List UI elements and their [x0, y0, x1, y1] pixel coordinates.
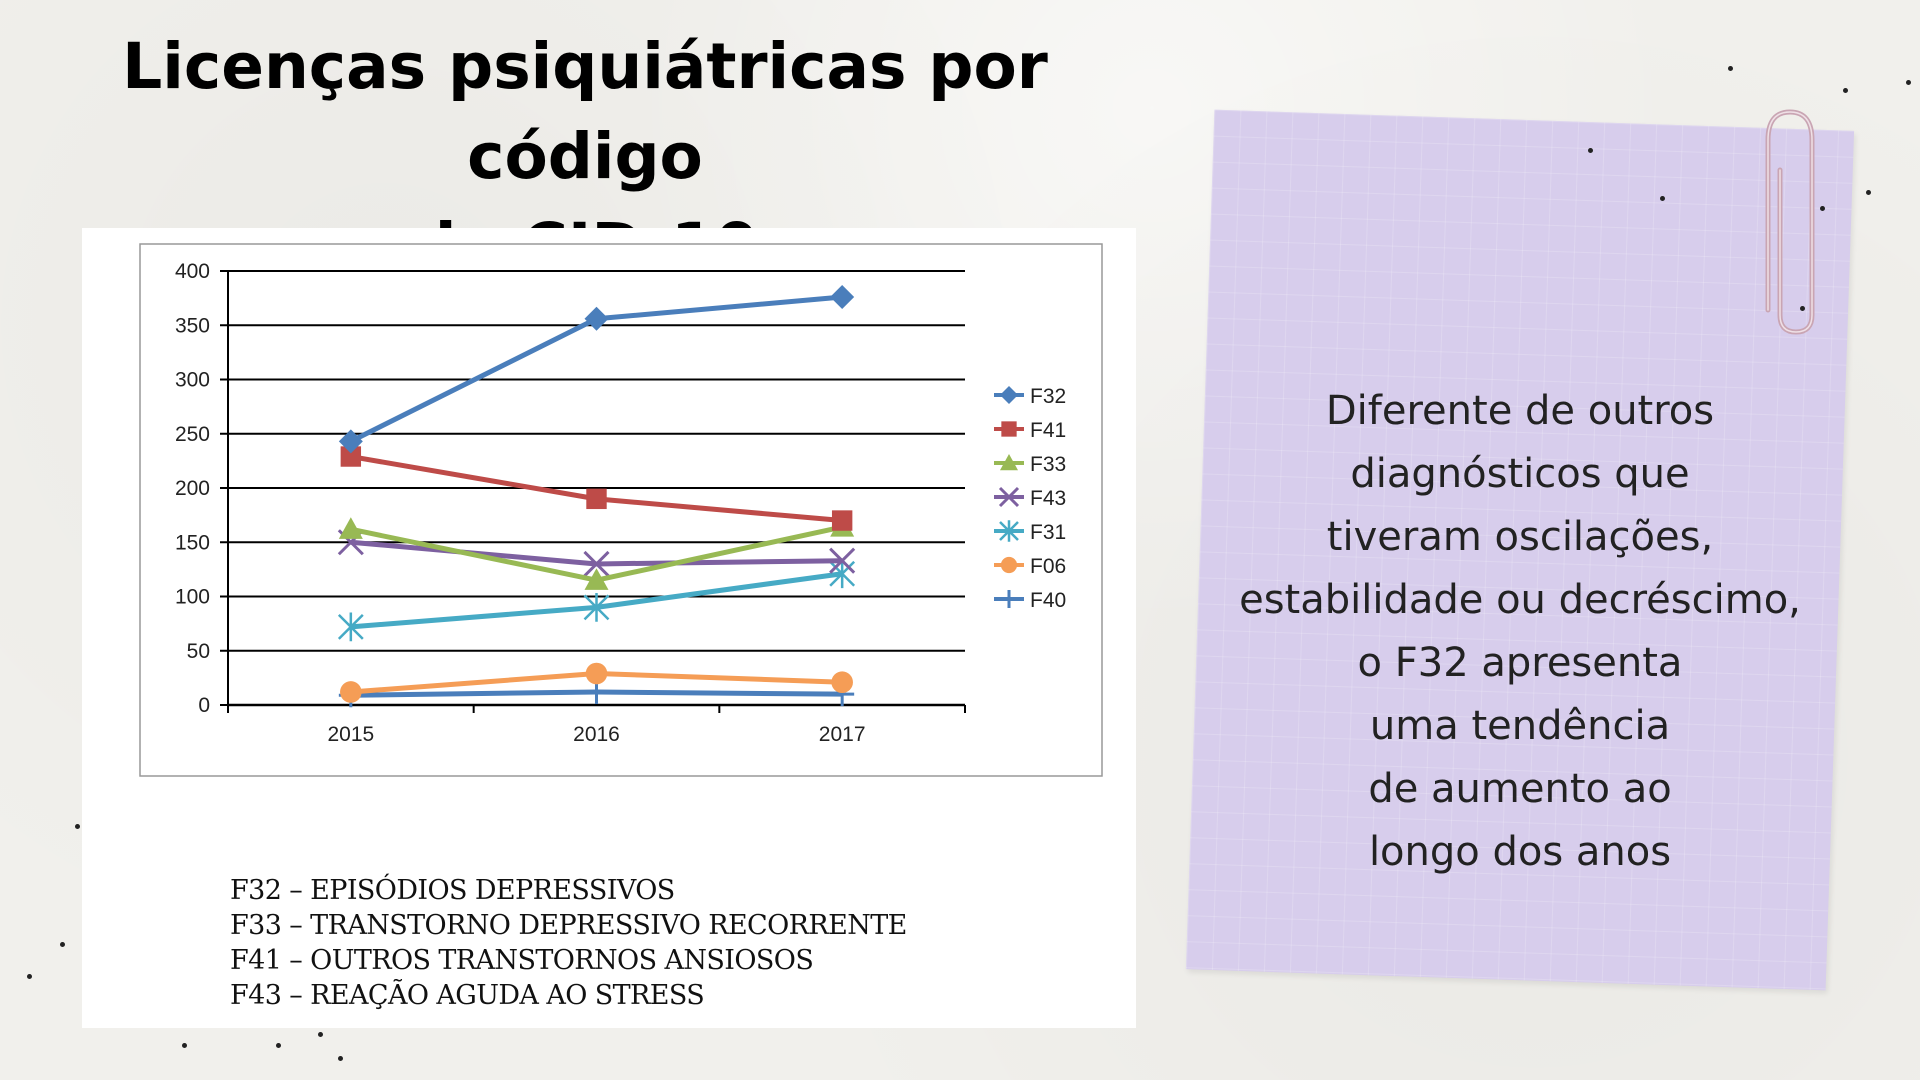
y-tick-label: 250 [175, 423, 210, 446]
data-point-f43 [583, 550, 610, 578]
plot-frame [139, 243, 1103, 777]
data-point-f33 [338, 517, 363, 539]
data-point-f41 [831, 510, 853, 531]
y-tick-label: 200 [175, 477, 210, 500]
decorative-speck [27, 974, 32, 979]
legend-marker-f06 [1000, 556, 1018, 574]
legend-item-f33: F33 [994, 453, 1066, 476]
note-text: Diferente de outros diagnósticos que tiv… [1200, 380, 1840, 884]
chart-card: 0 50 100 150 200 250 300 350 400 2015 2016 2017 F32 F… [82, 228, 1136, 1028]
legend-label-f06: F06 [1030, 555, 1066, 578]
data-point-f41 [586, 488, 607, 510]
series-f31 [337, 559, 856, 642]
series-f32 [338, 285, 855, 454]
line-chart: 0 50 100 150 200 250 300 350 400 2015 2016 2017 F32 F… [139, 243, 1103, 777]
series-f43 [337, 529, 856, 578]
series-f41 [340, 446, 853, 531]
code-definitions: F32 – EPISÓDIOS DEPRESSIVOS F33 – TRANST… [230, 873, 907, 1013]
legend-label-f32: F32 [1030, 385, 1066, 408]
note-line: o F32 apresenta [1357, 640, 1683, 686]
note-line: estabilidade ou decréscimo, [1239, 577, 1801, 623]
legend-item-f43: F43 [994, 486, 1066, 510]
data-point-f31 [829, 559, 856, 589]
y-tick-label: 400 [175, 260, 210, 283]
decorative-speck [75, 824, 80, 829]
note-line: uma tendência [1369, 703, 1671, 749]
legend-label-f43: F43 [1030, 487, 1066, 510]
decorative-speck [1660, 196, 1665, 201]
legend-marker-f41 [1001, 421, 1017, 437]
code-definition-f41: F41 – OUTROS TRANSTORNOS ANSIOSOS [230, 945, 814, 976]
decorative-speck [1588, 148, 1593, 153]
data-point-f31 [337, 612, 364, 642]
data-point-f06 [831, 671, 853, 694]
y-tick-label: 0 [198, 694, 210, 717]
decorative-speck [1728, 66, 1733, 71]
decorative-speck [276, 1043, 281, 1048]
decorative-speck [1800, 306, 1805, 311]
note-line: diagnósticos que [1350, 451, 1690, 497]
decorative-speck [1843, 88, 1848, 93]
legend-label-f31: F31 [1030, 521, 1066, 544]
legend-item-f31: F31 [994, 520, 1066, 544]
decorative-speck [338, 1056, 343, 1061]
decorative-speck [1906, 80, 1911, 85]
legend-item-f06: F06 [994, 555, 1066, 578]
code-definition-f32: F32 – EPISÓDIOS DEPRESSIVOS [230, 875, 675, 906]
y-tick-label: 350 [175, 314, 210, 337]
page-title-line1: Licenças psiquiátricas por código [122, 30, 1048, 193]
data-point-f43 [829, 547, 856, 574]
legend-marker-f43 [998, 486, 1020, 508]
sticky-note: Diferente de outros diagnósticos que tiv… [1160, 100, 1900, 1030]
y-tick-label: 150 [175, 531, 210, 554]
data-point-f32 [338, 429, 363, 454]
x-tick-label: 2017 [819, 723, 866, 746]
y-tick-label: 300 [175, 369, 210, 392]
note-line: longo dos anos [1368, 829, 1672, 875]
decorative-speck [1820, 206, 1825, 211]
data-point-f32 [830, 285, 855, 310]
decorative-speck [318, 1032, 323, 1037]
legend-item-f32: F32 [994, 385, 1066, 408]
legend-marker-f32 [1000, 386, 1018, 404]
series-f06 [340, 662, 853, 703]
data-point-f06 [585, 662, 608, 685]
legend-item-f40: F40 [994, 589, 1066, 612]
legend-label-f33: F33 [1030, 453, 1066, 476]
code-definition-f33: F33 – TRANSTORNO DEPRESSIVO RECORRENTE [230, 910, 907, 941]
code-definition-f43: F43 – REAÇÃO AGUDA AO STRESS [230, 980, 705, 1011]
legend-label-f41: F41 [1030, 419, 1066, 442]
data-point-f06 [340, 681, 362, 703]
paperclip-icon [1765, 109, 1815, 335]
legend-marker-f40 [1000, 590, 1018, 608]
decorative-speck [60, 942, 65, 947]
data-point-f32 [584, 306, 609, 331]
legend-item-f41: F41 [994, 419, 1066, 442]
note-line: tiveram oscilações, [1326, 514, 1714, 560]
decorative-speck [182, 1043, 187, 1048]
y-tick-label: 50 [187, 640, 210, 663]
legend-marker-f33 [1000, 454, 1018, 471]
x-tick-label: 2016 [573, 723, 620, 746]
y-tick-label: 100 [175, 586, 210, 609]
data-point-f31 [583, 592, 610, 622]
note-line: de aumento ao [1368, 766, 1672, 812]
legend-label-f40: F40 [1030, 589, 1066, 612]
data-point-f41 [340, 446, 362, 467]
legend-marker-f31 [999, 520, 1019, 542]
note-line: Diferente de outros [1325, 388, 1715, 434]
x-tick-label: 2015 [327, 723, 374, 746]
decorative-speck [1866, 190, 1871, 195]
data-point-f33 [584, 568, 609, 590]
